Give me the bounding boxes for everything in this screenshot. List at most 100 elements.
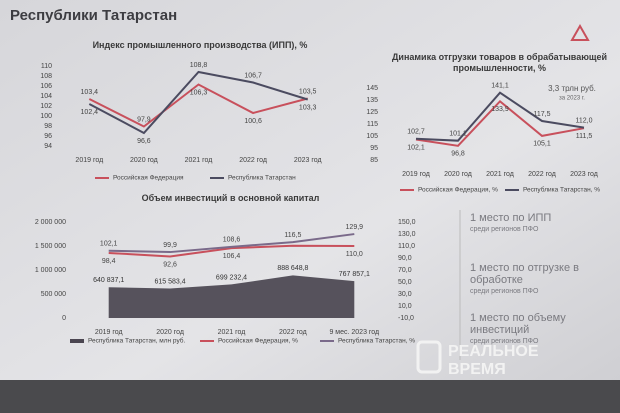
x-tick-label: 2022 год [239, 157, 267, 164]
watermark-logo [416, 340, 442, 374]
value-label: 111,5 [576, 133, 593, 140]
value-label: 102,7 [407, 129, 425, 136]
y2-tick-label: 130,0 [398, 231, 416, 238]
y2-tick-label: 10,0 [398, 303, 412, 310]
line [415, 99, 585, 147]
legend-label: Российская Федерация, % [418, 186, 498, 194]
x-tick-label: 2019 год [75, 157, 103, 164]
y-tick-label: 0 [62, 315, 66, 322]
value-label: 103,4 [81, 89, 99, 96]
y-tick-label: 1 500 000 [35, 243, 66, 250]
x-tick-label: 9 мес. 2023 год [329, 329, 379, 336]
y-tick-label: 85 [370, 157, 378, 164]
value-label: 97,9 [137, 116, 151, 123]
side-panel-title: 1 место по отгрузке в обработке [470, 262, 579, 286]
value-label: 888 648,8 [277, 265, 308, 272]
side-panel-item: 1 место по отгрузке в обработке среди рег… [470, 262, 610, 295]
value-label: 640 837,1 [93, 277, 124, 284]
value-label: 106,4 [223, 253, 241, 260]
legend-label: Республика Татарстан, % [523, 186, 600, 194]
side-panel-subtitle: среди регионов ПФО [470, 226, 539, 233]
y-tick-label: 2 000 000 [35, 219, 66, 226]
y-tick-label: 115 [367, 121, 378, 128]
x-tick-label: 2023 год [570, 171, 598, 178]
x-tick-label: 2022 год [528, 171, 556, 178]
value-label: 615 583,4 [155, 278, 186, 285]
side-panel-subtitle: среди регионов ПФО [470, 338, 539, 345]
value-label: 699 232,4 [216, 274, 247, 281]
legend-label: Российская Федерация [113, 174, 184, 182]
annotation: 3,3 трлн руб. [548, 84, 596, 93]
line [88, 70, 308, 135]
chart-title: Динамика отгрузки товаров в обрабатывающ… [392, 52, 608, 73]
y-tick-label: 100 [40, 113, 52, 120]
value-label: 96,8 [451, 151, 465, 158]
value-label: 106,7 [244, 72, 262, 79]
side-panel-title: 1 место по ИПП [470, 212, 552, 224]
y-tick-label: 95 [370, 145, 378, 152]
y-tick-label: 145 [366, 85, 378, 92]
side-panel-item: 1 место по объему инвестиций среди регион… [470, 312, 610, 345]
y2-tick-label: -10,0 [398, 315, 414, 322]
legend-label: Российская Федерация, % [218, 337, 298, 345]
value-label: 98,4 [102, 258, 116, 265]
x-tick-label: 2020 год [444, 171, 472, 178]
legend-label: Республика Татарстан, % [338, 337, 415, 345]
value-label: 103,5 [299, 88, 317, 95]
x-tick-label: 2022 год [279, 329, 307, 336]
value-label: 96,6 [137, 138, 151, 145]
x-tick-label: 2021 год [218, 329, 246, 336]
value-label: 92,6 [163, 261, 177, 268]
legend-label: Республика Татарстан, млн руб. [88, 337, 186, 345]
value-label: 133,9 [491, 106, 509, 113]
y-tick-label: 110 [41, 63, 52, 70]
side-panel-subtitle: среди регионов ПФО [470, 288, 539, 295]
value-label: 116,5 [284, 232, 301, 239]
x-tick-label: 2021 год [486, 171, 514, 178]
header-title: Республики Татарстан [10, 7, 177, 24]
watermark-line: ВРЕМЯ [448, 361, 506, 378]
chart-title: Индекс промышленного производства (ИПП),… [92, 40, 308, 50]
y2-tick-label: 150,0 [398, 219, 416, 226]
value-label: 103,3 [299, 104, 317, 111]
y2-tick-label: 30,0 [398, 291, 412, 298]
y-tick-label: 105 [366, 133, 378, 140]
line [88, 83, 308, 128]
value-label: 108,8 [190, 62, 208, 69]
x-tick-label: 2019 год [402, 171, 430, 178]
y-tick-label: 1 000 000 [35, 267, 66, 274]
y2-tick-label: 70,0 [398, 267, 412, 274]
x-tick-label: 2023 год [294, 157, 322, 164]
value-label: 101,1 [449, 131, 467, 138]
value-label: 108,6 [223, 237, 241, 244]
area [108, 275, 355, 318]
line [108, 233, 355, 254]
y-tick-label: 500 000 [41, 291, 66, 298]
floor [0, 380, 620, 413]
value-label: 117,5 [534, 111, 551, 118]
x-tick-label: 2019 год [95, 329, 123, 336]
value-label: 767 857,1 [339, 271, 370, 278]
legend-label: Республика Татарстан [228, 174, 296, 182]
value-label: 141,1 [491, 83, 509, 90]
y-tick-label: 135 [366, 97, 378, 104]
annotation: за 2023 г. [559, 96, 585, 102]
value-label: 129,9 [346, 224, 364, 231]
value-label: 99,9 [163, 242, 177, 249]
side-panel-title: 1 место по объему инвестиций [470, 312, 566, 336]
line [415, 91, 585, 142]
value-label: 112,0 [576, 117, 593, 124]
y-tick-label: 108 [40, 73, 52, 80]
y2-tick-label: 90,0 [398, 255, 412, 262]
y-tick-label: 106 [40, 83, 52, 90]
line [108, 244, 355, 258]
logo [570, 23, 590, 41]
legend-swatch [70, 339, 84, 343]
value-label: 110,0 [346, 251, 363, 258]
y-tick-label: 102 [40, 103, 52, 110]
side-panel-item: 1 место по ИПП среди регионов ПФО [470, 212, 610, 233]
x-tick-label: 2020 год [156, 329, 184, 336]
value-label: 106,3 [190, 89, 208, 96]
y2-tick-label: 50,0 [398, 279, 412, 286]
